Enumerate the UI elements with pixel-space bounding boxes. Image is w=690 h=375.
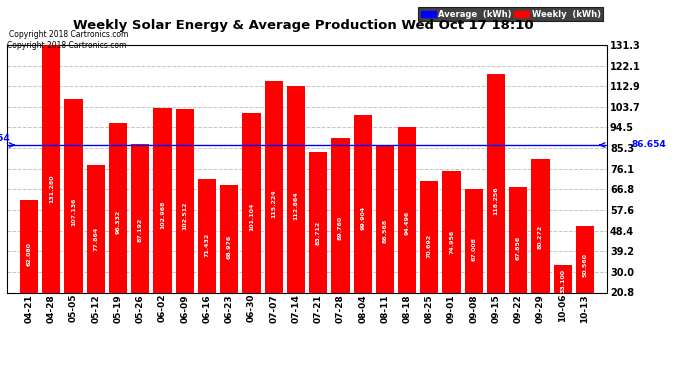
- Text: 71.432: 71.432: [204, 233, 210, 257]
- Text: 50.560: 50.560: [582, 252, 587, 276]
- Text: 99.904: 99.904: [360, 206, 365, 230]
- Text: 94.496: 94.496: [404, 211, 410, 235]
- Bar: [220, 184, 238, 292]
- Text: 80.272: 80.272: [538, 225, 543, 249]
- Bar: [42, 45, 61, 292]
- Text: 83.712: 83.712: [315, 221, 321, 246]
- Bar: [376, 145, 394, 292]
- Text: 115.224: 115.224: [271, 189, 276, 218]
- Bar: [531, 159, 550, 292]
- Text: Weekly Solar Energy & Average Production Wed Oct 17 18:10: Weekly Solar Energy & Average Production…: [73, 19, 534, 32]
- Bar: [176, 110, 194, 292]
- Bar: [287, 86, 305, 292]
- Bar: [353, 116, 372, 292]
- Text: 102.512: 102.512: [182, 201, 187, 230]
- Text: 86.568: 86.568: [382, 219, 387, 243]
- Bar: [509, 187, 527, 292]
- Text: 33.100: 33.100: [560, 269, 565, 293]
- Bar: [576, 226, 594, 292]
- Text: 96.332: 96.332: [115, 209, 121, 234]
- Text: 89.760: 89.760: [338, 216, 343, 240]
- Text: 67.008: 67.008: [471, 237, 476, 261]
- Text: 70.692: 70.692: [427, 234, 432, 258]
- Text: 86.654: 86.654: [631, 141, 666, 150]
- Bar: [553, 265, 572, 292]
- Bar: [464, 189, 483, 292]
- Bar: [420, 181, 438, 292]
- Text: 87.192: 87.192: [138, 218, 143, 242]
- Text: 118.256: 118.256: [493, 186, 499, 215]
- Bar: [198, 179, 216, 292]
- Bar: [442, 171, 461, 292]
- Bar: [64, 99, 83, 292]
- Text: Copyright 2018 Cartronics.com: Copyright 2018 Cartronics.com: [9, 30, 128, 39]
- Bar: [487, 74, 505, 292]
- Text: 112.864: 112.864: [293, 192, 299, 220]
- Legend: Average  (kWh), Weekly  (kWh): Average (kWh), Weekly (kWh): [418, 7, 603, 21]
- Bar: [20, 200, 38, 292]
- Text: 102.968: 102.968: [160, 201, 165, 229]
- Bar: [87, 165, 105, 292]
- Bar: [131, 144, 150, 292]
- Text: 67.856: 67.856: [515, 236, 521, 260]
- Text: 74.956: 74.956: [449, 230, 454, 254]
- Text: 86.654: 86.654: [0, 134, 10, 143]
- Bar: [109, 123, 127, 292]
- Bar: [242, 112, 261, 292]
- Text: 131.280: 131.280: [49, 174, 54, 203]
- Text: 101.104: 101.104: [249, 203, 254, 231]
- Text: 77.864: 77.864: [93, 227, 99, 251]
- Text: 68.976: 68.976: [227, 235, 232, 259]
- Text: 107.136: 107.136: [71, 197, 76, 225]
- Bar: [309, 152, 327, 292]
- Text: 62.080: 62.080: [27, 242, 32, 266]
- Bar: [398, 128, 416, 292]
- Text: Copyright 2018 Cartronics.com: Copyright 2018 Cartronics.com: [7, 41, 126, 50]
- Bar: [331, 138, 350, 292]
- Bar: [264, 81, 283, 292]
- Bar: [153, 108, 172, 292]
